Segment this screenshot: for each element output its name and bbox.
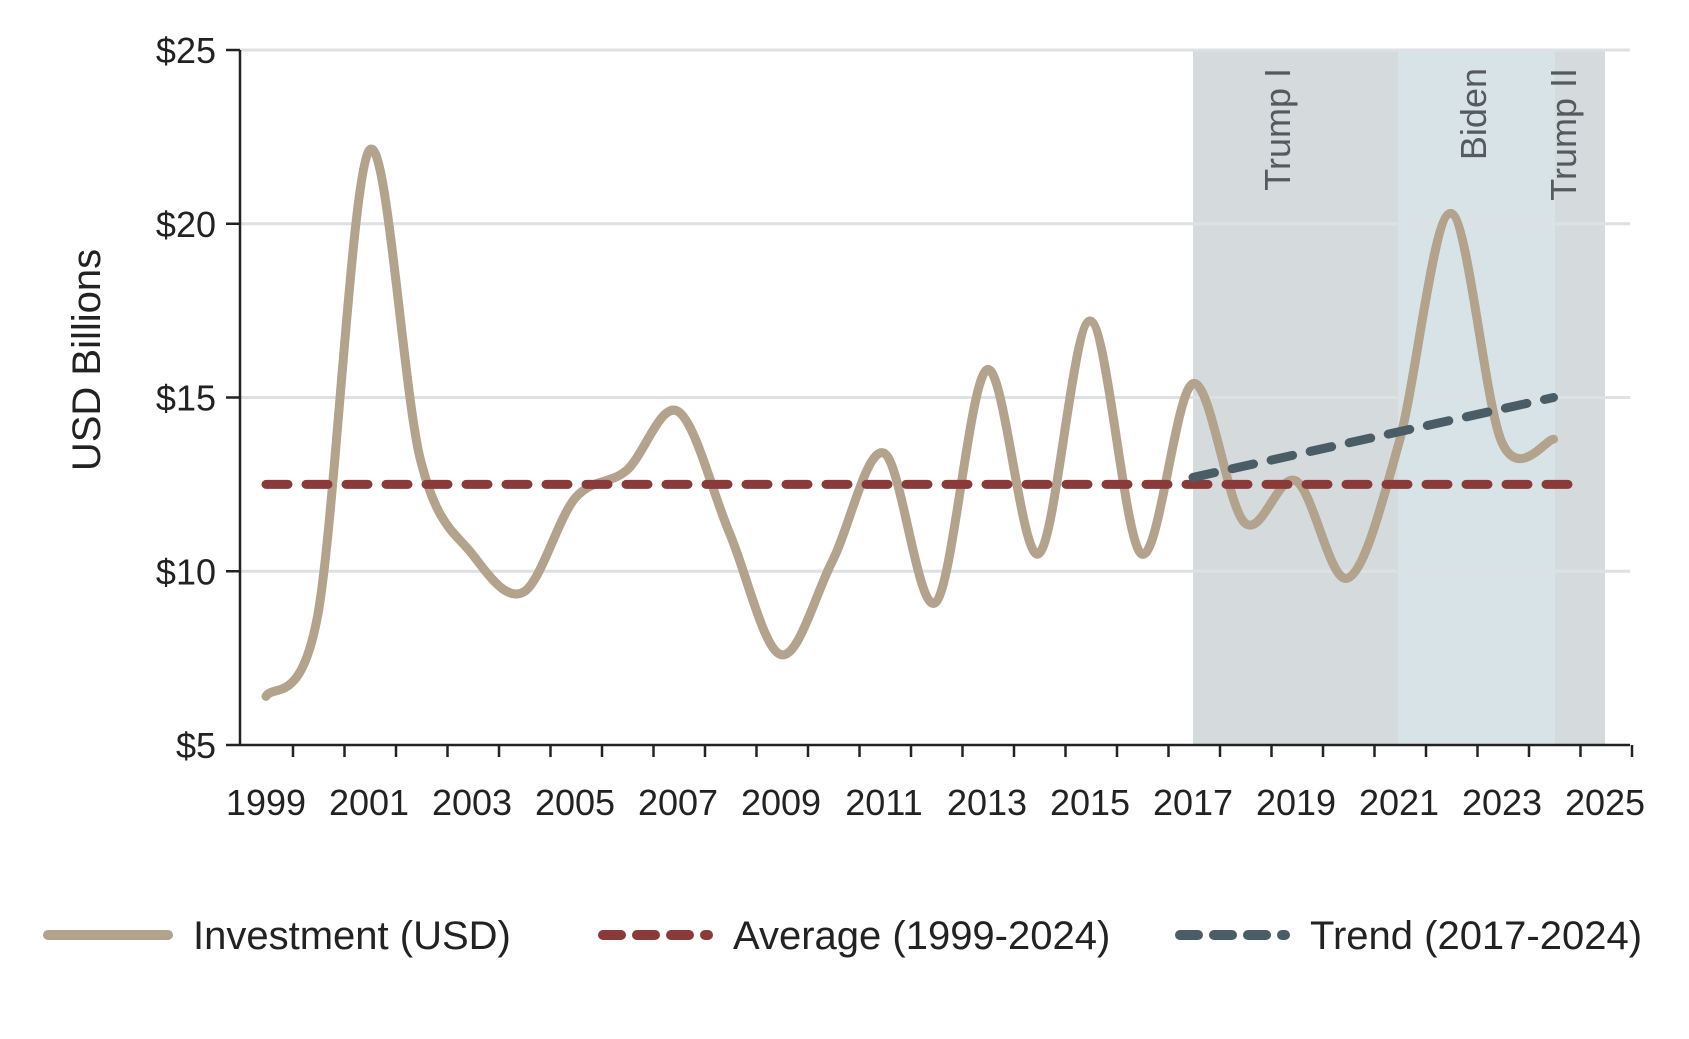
y-tick-label-2: $10 <box>156 551 216 592</box>
y-tick-label-1: $5 <box>176 725 216 766</box>
y-tick-label-3: $15 <box>156 378 216 419</box>
shaded-region-label-2: Biden <box>1453 68 1494 160</box>
legend-label-3: Trend (2017-2024) <box>1310 914 1642 958</box>
legend-label-2: Average (1999-2024) <box>733 914 1110 958</box>
x-tick-label-8: 2013 <box>947 782 1027 823</box>
legend: Investment (USD) Average (1999-2024) Trend… <box>43 914 1642 958</box>
x-tick-label-5: 2007 <box>638 782 718 823</box>
series-line-1 <box>261 144 1558 701</box>
axes: $5 $10 $15 $20 $25 1999 2001 2003 2005 2007 2009 20… <box>156 30 1645 823</box>
y-axis-title: USD Billions <box>65 249 109 471</box>
shaded-region-label-3: Trump II <box>1543 68 1584 201</box>
series-line-3 <box>1188 393 1558 482</box>
legend-label-1: Investment (USD) <box>193 914 511 958</box>
x-tick-label-1: 1999 <box>226 782 306 823</box>
x-tick-label-13: 2023 <box>1462 782 1542 823</box>
x-tick-label-14: 2025 <box>1565 782 1645 823</box>
shaded-region-label-1: Trump I <box>1257 68 1298 191</box>
gridlines <box>240 48 1630 573</box>
x-tick-label-10: 2017 <box>1153 782 1233 823</box>
x-tick-label-3: 2003 <box>432 782 512 823</box>
series-lines <box>261 144 1584 701</box>
x-tick-label-2: 2001 <box>329 782 409 823</box>
y-tick-label-4: $20 <box>156 204 216 245</box>
x-tick-label-11: 2019 <box>1256 782 1336 823</box>
x-tick-label-7: 2011 <box>845 782 922 823</box>
y-tick-label-5: $25 <box>156 30 216 71</box>
x-tick-label-12: 2021 <box>1359 782 1439 823</box>
x-tick-label-4: 2005 <box>535 782 615 823</box>
x-tick-label-6: 2009 <box>741 782 821 823</box>
shaded-region-labels: Trump I Biden Trump II <box>1257 68 1584 201</box>
x-tick-label-9: 2015 <box>1050 782 1130 823</box>
